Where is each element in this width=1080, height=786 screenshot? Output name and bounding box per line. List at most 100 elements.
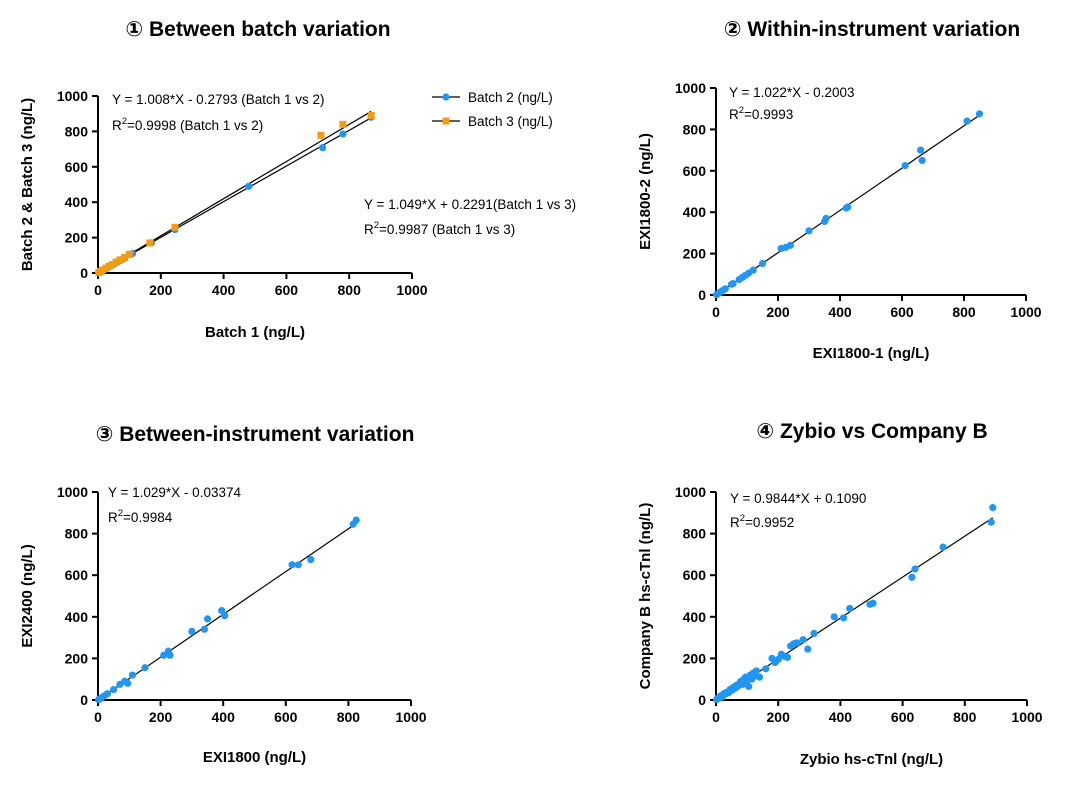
data-point <box>171 223 179 231</box>
y-tick-label: 600 <box>65 159 89 175</box>
r-squared-label: R2=0.9987 (Batch 1 vs 3) <box>364 220 515 237</box>
data-point <box>188 627 196 635</box>
r-squared-label: R2=0.9993 <box>729 105 793 122</box>
data-point <box>110 686 118 694</box>
chart-panel-3: ③ Between-instrument variation 0 200 400 600… <box>19 423 427 766</box>
y-tick-label: 1000 <box>57 88 88 104</box>
data-point <box>116 256 124 264</box>
data-point <box>146 239 154 247</box>
r-squared-label: R2=0.9952 <box>730 513 794 530</box>
data-point <box>729 280 737 288</box>
x-tick-label: 200 <box>149 282 173 298</box>
data-point <box>318 144 327 152</box>
r-squared-value: =0.9952 <box>745 515 794 530</box>
regression-equation: Y = 0.9844*X + 0.1090 <box>730 491 866 506</box>
data-point <box>203 615 212 623</box>
regression-line-1 <box>97 521 359 701</box>
x-tick-label: 0 <box>94 709 102 725</box>
regression-line-1 <box>97 117 372 274</box>
data-point <box>804 645 812 653</box>
data-point <box>317 131 325 139</box>
regression-equation: Y = 1.022*X - 0.2003 <box>729 85 854 100</box>
data-point <box>103 690 111 698</box>
x-tick-label: 200 <box>767 709 791 725</box>
data-point <box>793 639 801 647</box>
y-tick-label: 200 <box>683 650 707 666</box>
legend-label: Batch 3 (ng/L) <box>468 114 553 129</box>
data-point <box>108 261 116 269</box>
data-point <box>758 259 767 268</box>
y-tick-label: 400 <box>683 204 707 220</box>
y-tick-label: 1000 <box>675 80 706 96</box>
data-point <box>367 111 375 119</box>
y-axis-title: EXI2400 (ng/L) <box>19 544 36 647</box>
data-point <box>963 117 971 125</box>
data-point <box>721 285 729 293</box>
y-tick-label: 400 <box>683 609 707 625</box>
chart-title: ④ Zybio vs Company B <box>756 420 987 443</box>
data-point <box>989 504 997 512</box>
y-tick-label: 800 <box>65 526 89 542</box>
chart-panel-1: ① Between batch variation 0 200 400 600 800 10… <box>19 18 576 341</box>
data-point <box>141 664 149 672</box>
x-tick-label: 0 <box>712 304 720 320</box>
x-tick-label: 400 <box>828 304 852 320</box>
legend-label: Batch 2 (ng/L) <box>468 90 553 105</box>
x-tick-label: 800 <box>337 709 361 725</box>
x-axis-title: EXI1800-1 (ng/L) <box>813 345 930 362</box>
r-squared-prefix: R <box>112 118 122 133</box>
data-point <box>288 561 296 569</box>
r-squared-value: =0.9987 (Batch 1 vs 3) <box>379 222 515 237</box>
regression-equation: Y = 1.049*X + 0.2291(Batch 1 vs 3) <box>364 197 576 212</box>
data-point <box>294 561 302 569</box>
y-tick-label: 600 <box>683 163 707 179</box>
r-squared-prefix: R <box>729 107 739 122</box>
r-squared-value: =0.9998 (Batch 1 vs 2) <box>127 118 263 133</box>
x-tick-label: 1000 <box>1010 304 1041 320</box>
chart-panel-4: ④ Zybio vs Company B 0 200 400 600 800 1000 0 20… <box>637 420 1043 768</box>
y-tick-label: 0 <box>80 265 88 281</box>
data-point <box>125 250 133 258</box>
data-point <box>846 604 854 613</box>
r-squared-value: =0.9993 <box>744 107 793 122</box>
y-tick-label: 200 <box>65 650 89 666</box>
data-point <box>160 651 168 659</box>
x-tick-label: 0 <box>94 282 102 298</box>
y-tick-label: 200 <box>65 230 89 246</box>
data-point <box>339 120 347 128</box>
data-point <box>939 543 947 551</box>
y-tick-label: 0 <box>80 692 88 708</box>
r-squared-superscript: 2 <box>374 220 379 231</box>
y-tick-label: 600 <box>65 567 89 583</box>
regression-line-2 <box>97 110 372 274</box>
y-tick-label: 200 <box>683 246 707 262</box>
x-tick-label: 1000 <box>396 282 427 298</box>
data-point <box>805 227 813 235</box>
r-squared-label: R2=0.9984 <box>108 508 173 525</box>
data-point <box>339 130 347 138</box>
x-tick-label: 1000 <box>395 709 426 725</box>
x-axis-title: Zybio hs-cTnl (ng/L) <box>800 751 943 768</box>
data-point <box>112 258 120 266</box>
chart-title: ① Between batch variation <box>125 18 390 41</box>
y-tick-label: 800 <box>683 526 707 542</box>
x-axis-title: Batch 1 (ng/L) <box>205 324 305 341</box>
x-tick-label: 600 <box>274 709 298 725</box>
data-point <box>908 573 916 581</box>
chart-title: ③ Between-instrument variation <box>96 423 415 446</box>
r-squared-superscript: 2 <box>739 105 744 116</box>
data-point <box>121 253 129 261</box>
y-tick-label: 800 <box>65 123 89 139</box>
regression-line-1 <box>715 517 994 701</box>
r-squared-superscript: 2 <box>118 508 123 519</box>
x-tick-label: 600 <box>275 282 299 298</box>
data-point <box>822 214 830 223</box>
r-squared-value: =0.9984 <box>123 510 173 525</box>
r-squared-prefix: R <box>108 510 118 525</box>
data-point <box>844 203 852 211</box>
y-tick-label: 0 <box>698 287 706 303</box>
x-tick-label: 800 <box>953 709 977 725</box>
y-tick-label: 400 <box>65 194 89 210</box>
data-point <box>218 606 226 615</box>
